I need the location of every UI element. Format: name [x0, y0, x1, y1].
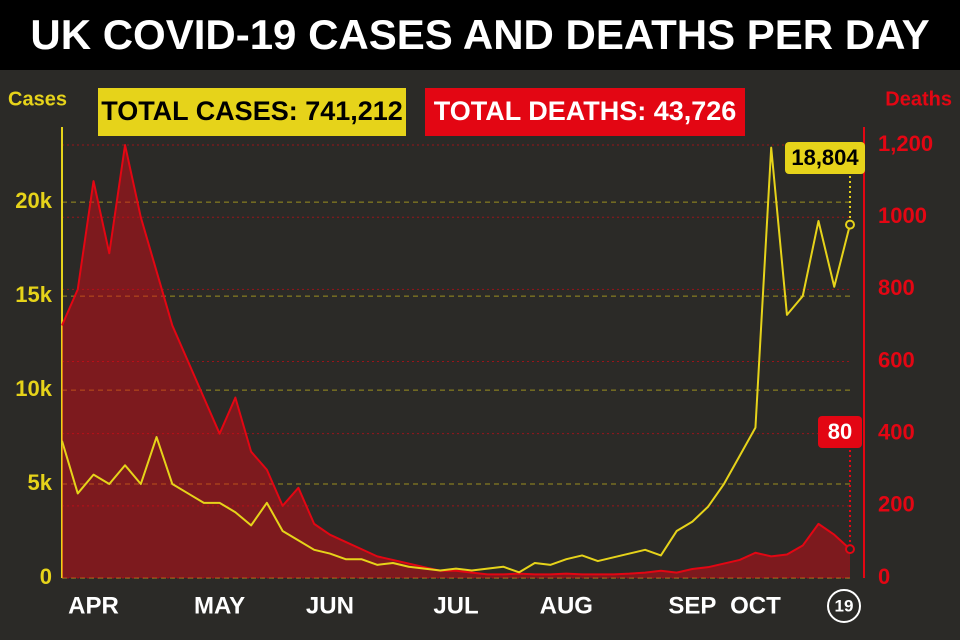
x-tick-label: 19	[835, 596, 854, 615]
x-tick-label: MAY	[194, 592, 245, 619]
y-tick-label: 15k	[15, 282, 52, 307]
y2-tick-label: 800	[878, 275, 915, 300]
value-label: 80	[828, 419, 852, 444]
date-circle	[827, 589, 861, 623]
y2-tick-label: 200	[878, 492, 915, 517]
cases-total-box	[98, 88, 406, 136]
end-marker	[845, 219, 855, 230]
x-tick-label: JUL	[433, 592, 478, 619]
value-label-box	[785, 142, 865, 174]
value-label-box	[818, 416, 862, 448]
y-tick-label: 10k	[15, 376, 52, 401]
title-bar	[0, 0, 960, 70]
y-axis-label: Cases	[8, 88, 67, 110]
y-tick-label: 5k	[28, 470, 53, 495]
chart-title: UK COVID-19 CASES AND DEATHS PER DAY	[30, 11, 929, 58]
x-tick-label: APR	[68, 592, 119, 619]
x-tick-label: JUN	[306, 592, 354, 619]
y2-tick-label: 400	[878, 419, 915, 444]
deaths-total: TOTAL DEATHS: 43,726	[434, 96, 737, 126]
y2-tick-label: 600	[878, 347, 915, 372]
deaths-area	[62, 145, 850, 579]
y2-tick-label: 1,200	[878, 131, 933, 156]
cases-total: TOTAL CASES: 741,212	[101, 96, 403, 126]
y-tick-label: 0	[40, 564, 52, 589]
y2-axis-label: Deaths	[885, 88, 952, 110]
y-tick-label: 20k	[15, 188, 52, 213]
deaths-total-box	[425, 88, 745, 136]
x-tick-label: SEP	[668, 592, 716, 619]
series-line	[61, 146, 851, 574]
x-tick-label: OCT	[730, 592, 781, 619]
y2-tick-label: 1000	[878, 203, 927, 228]
value-label: 18,804	[791, 145, 859, 170]
end-marker	[845, 544, 855, 555]
y2-tick-label: 0	[878, 564, 890, 589]
x-tick-label: AUG	[540, 592, 593, 619]
series-line	[61, 144, 851, 576]
